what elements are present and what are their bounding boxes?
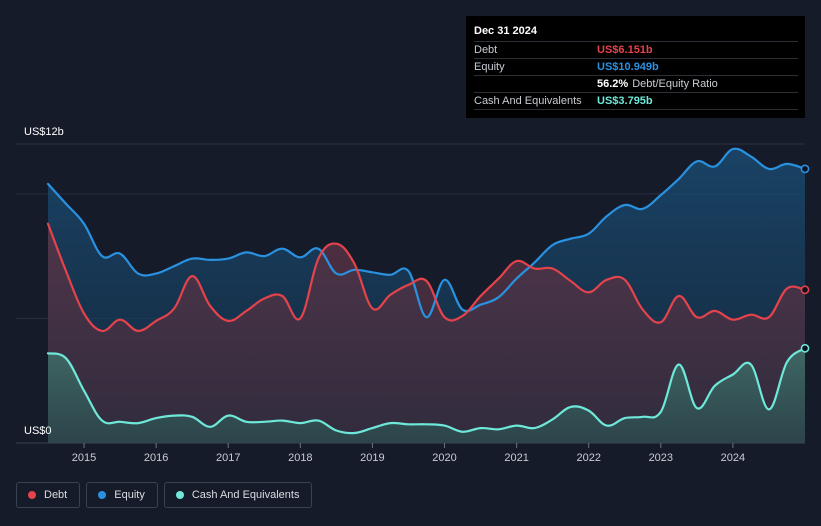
legend-dot-debt [28, 491, 36, 499]
series-endpoints [800, 164, 810, 353]
cash-and-equivalents-area [48, 348, 805, 443]
x-tick-label: 2015 [72, 452, 96, 464]
legend-dot-equity [98, 491, 107, 499]
x-tick-label: 2018 [288, 452, 312, 464]
x-tick-label: 2022 [576, 452, 600, 464]
x-tick-label: 2016 [144, 452, 168, 464]
legend-label-equity: Equity [114, 489, 145, 501]
x-tick-label: 2023 [649, 452, 673, 464]
y-axis-bottom-label: US$0 [24, 425, 52, 437]
debt-endpoint [800, 285, 810, 295]
legend-label-debt: Debt [44, 489, 68, 501]
tooltip-debt-value: US$6.151b [597, 44, 653, 56]
tooltip-cash-value: US$3.795b [597, 95, 653, 107]
legend-item-cash[interactable]: Cash And Equivalents [163, 482, 313, 508]
x-tick-label: 2019 [360, 452, 384, 464]
tooltip-row-debt: Debt US$6.151b [474, 41, 798, 58]
legend-item-debt[interactable]: Debt [16, 482, 81, 508]
cash-and-equivalents-endpoint [800, 343, 810, 353]
debt-area [48, 223, 805, 443]
x-tick-label: 2021 [504, 452, 528, 464]
x-tick-label: 2024 [721, 452, 745, 464]
legend-dot-cash [175, 491, 184, 499]
series-lines [46, 147, 807, 435]
equity-line [46, 147, 807, 319]
data-tooltip: Dec 31 2024 Debt US$6.151b Equity US$10.… [466, 16, 805, 118]
series-areas [48, 148, 805, 443]
tooltip-cash-label: Cash And Equivalents [474, 95, 582, 107]
tooltip-ratio-value: 56.2% [597, 78, 629, 90]
cash-and-equivalents-line [46, 347, 807, 435]
x-tick-label: 2020 [432, 452, 456, 464]
x-tick-label: 2017 [216, 452, 240, 464]
chart-legend: Debt Equity Cash And Equivalents [16, 482, 313, 508]
debt-line [46, 222, 807, 333]
y-axis-top-label: US$12b [24, 126, 64, 138]
equity-endpoint [800, 164, 810, 174]
tooltip-equity-label: Equity [474, 61, 505, 73]
x-axis-ticks: 2015 2016 2017 2018 2019 2020 2021 2022 2023 2024 [16, 442, 805, 464]
tooltip-row-cash: Cash And Equivalents US$3.795b [474, 92, 798, 110]
legend-item-equity[interactable]: Equity [86, 482, 158, 508]
tooltip-row-ratio: 56.2% Debt/Equity Ratio [474, 75, 798, 92]
tooltip-row-equity: Equity US$10.949b [474, 58, 798, 75]
legend-label-cash: Cash And Equivalents [191, 489, 300, 501]
tooltip-equity-value: US$10.949b [597, 61, 659, 73]
tooltip-debt-label: Debt [474, 44, 498, 56]
tooltip-ratio-label: Debt/Equity Ratio [632, 78, 718, 90]
tooltip-date: Dec 31 2024 [474, 25, 537, 37]
